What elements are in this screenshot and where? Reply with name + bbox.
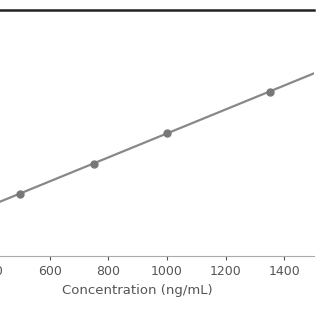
X-axis label: Concentration (ng/mL): Concentration (ng/mL) <box>62 284 213 297</box>
